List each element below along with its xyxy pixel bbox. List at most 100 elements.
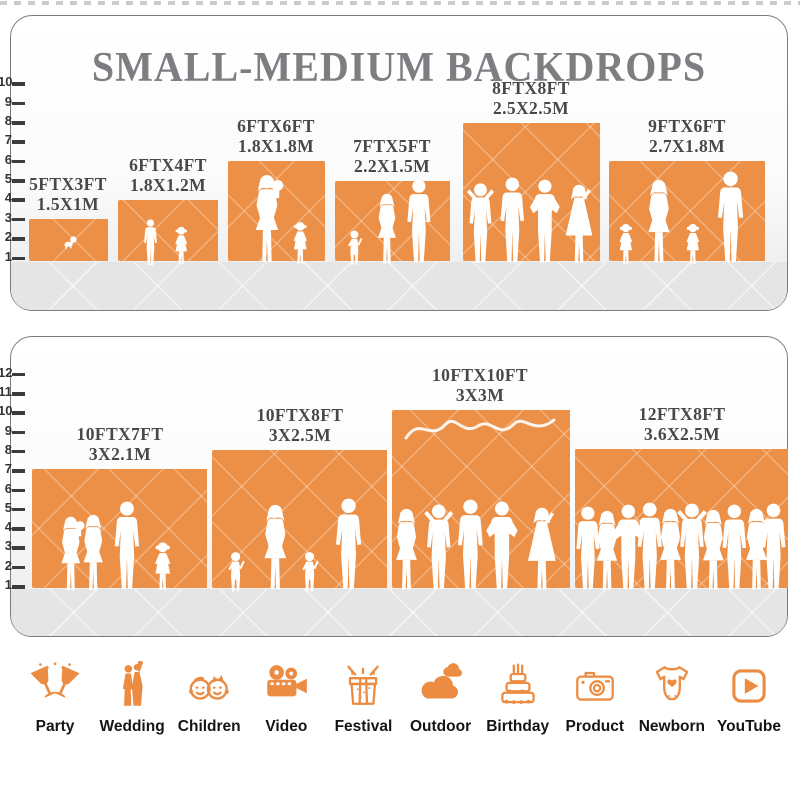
size-label: 7FTX5FT 2.2X1.5M — [353, 136, 431, 176]
person-silhouette — [175, 226, 187, 265]
category-label: Outdoor — [409, 718, 472, 735]
ruler-tick-label: 3 — [4, 538, 12, 554]
party-glasses-icon — [30, 662, 80, 698]
ruler-tick-mark — [12, 392, 25, 396]
ruler-tick-label: 3 — [4, 209, 12, 225]
size-label: 10FTX10FT 3X3M — [432, 365, 528, 405]
person-silhouette — [686, 223, 700, 264]
person-silhouette — [347, 230, 363, 265]
ruler-tick-label: 2 — [4, 557, 12, 573]
dashed-border-decoration — [0, 1, 800, 5]
ruler-tick-label: 8 — [4, 113, 12, 129]
category-label: Video — [265, 718, 308, 735]
person-silhouette — [648, 179, 670, 263]
size-label: 5FTX3FT 1.5X1M — [29, 174, 107, 214]
ruler-tick-label: 12 — [0, 364, 13, 380]
baby-silhouette — [64, 236, 77, 249]
ruler-tick-mark — [12, 237, 25, 241]
ruler-tick-label: 5 — [4, 499, 12, 515]
ruler-tick-label: 4 — [4, 519, 12, 535]
ruler-tick-label: 11 — [0, 384, 12, 399]
watermark-signature — [404, 418, 556, 440]
person-silhouette — [377, 193, 396, 264]
children-faces-icon — [189, 675, 230, 700]
category-birthday: Birthday — [483, 661, 553, 736]
category-product: Product — [560, 661, 630, 736]
category-party: Party — [20, 661, 90, 736]
page-title: SMALL-MEDIUM BACKDROPS — [91, 42, 707, 91]
ruler-tick-mark — [12, 217, 25, 222]
category-video: Video — [251, 661, 321, 736]
person-silhouette — [527, 507, 556, 590]
person-silhouette — [83, 514, 103, 590]
ruler-tick-label: 8 — [4, 441, 12, 457]
ruler-tick-mark — [12, 140, 25, 144]
ruler-tick-label: 9 — [4, 422, 12, 438]
ruler-tick-mark — [12, 372, 25, 377]
size-label: 10FTX7FT 3X2.1M — [76, 424, 164, 464]
ruler-tick-label: 10 — [0, 403, 13, 419]
category-label: Birthday — [486, 718, 550, 735]
person-silhouette — [264, 504, 286, 590]
person-silhouette — [302, 552, 319, 592]
category-label: Newborn — [638, 718, 706, 735]
size-label: 6FTX4FT 1.8X1.2M — [129, 155, 207, 195]
backdrop-5ftx3ft — [29, 219, 108, 261]
festival-gift-icon — [347, 665, 380, 705]
category-children: Children — [174, 661, 244, 736]
video-camera-icon — [267, 665, 308, 697]
category-row: Party Wedding — [0, 661, 800, 736]
ruler-tick-label: 7 — [4, 132, 12, 148]
ruler-tick-mark — [12, 585, 25, 589]
category-youtube: YouTube — [714, 661, 784, 736]
ruler-tick-mark — [12, 179, 25, 183]
person-silhouette — [761, 503, 785, 590]
ruler-tick-label: 9 — [4, 93, 12, 109]
backdrop-6ftx6ft — [228, 161, 325, 264]
ruler-tick-mark — [12, 546, 25, 550]
ruler-tick-mark — [12, 527, 25, 531]
person-silhouette — [619, 223, 633, 264]
size-label: 6FTX6FT 1.8X1.8M — [237, 116, 315, 156]
floor — [11, 589, 787, 636]
size-label: 9FTX6FT 2.7X1.8M — [648, 116, 726, 156]
product-camera-icon — [575, 671, 614, 701]
person-silhouette — [228, 552, 246, 592]
backdrop-10ftx7ft — [32, 469, 207, 588]
ruler-tick-mark — [12, 565, 25, 570]
floor — [11, 262, 787, 310]
person-silhouette — [294, 222, 308, 264]
ruler-tick-mark — [12, 411, 25, 415]
category-label: Children — [177, 718, 241, 735]
backdrop-10ftx8ft — [212, 450, 387, 592]
ruler-tick-mark — [12, 121, 25, 125]
category-wedding: Wedding — [97, 661, 167, 736]
backdrop-9ftx6ft — [609, 161, 765, 264]
ruler-tick-mark — [12, 198, 25, 203]
backdrop-12ftx8ft — [575, 449, 788, 590]
birthday-cake-icon — [500, 663, 535, 705]
ruler-tick-label: 1 — [4, 248, 12, 264]
category-label: Wedding — [99, 718, 165, 735]
ruler-tick-label: 7 — [4, 461, 12, 477]
person-silhouette — [530, 179, 561, 263]
person-silhouette — [114, 501, 139, 589]
ruler-tick-label: 2 — [4, 229, 12, 245]
ruler-tick-label: 6 — [4, 480, 12, 496]
person-silhouette — [143, 219, 157, 266]
ruler-tick-mark — [12, 449, 25, 454]
backdrop-7ftx5ft — [335, 179, 450, 265]
category-newborn: Newborn — [637, 661, 707, 736]
ruler-tick-label: 1 — [4, 577, 12, 592]
category-label: YouTube — [716, 718, 781, 735]
person-silhouette — [407, 179, 431, 263]
youtube-play-icon — [732, 669, 766, 703]
backdrop-8ftx8ft — [463, 123, 600, 263]
wedding-couple-icon — [122, 661, 144, 706]
ruler-tick-mark — [12, 507, 25, 512]
ruler-tick-mark — [12, 488, 25, 493]
ruler-tick-mark — [12, 159, 25, 164]
size-label: 8FTX8FT 2.5X2.5M — [492, 78, 570, 118]
backdrop-10ftx10ft — [392, 410, 570, 590]
